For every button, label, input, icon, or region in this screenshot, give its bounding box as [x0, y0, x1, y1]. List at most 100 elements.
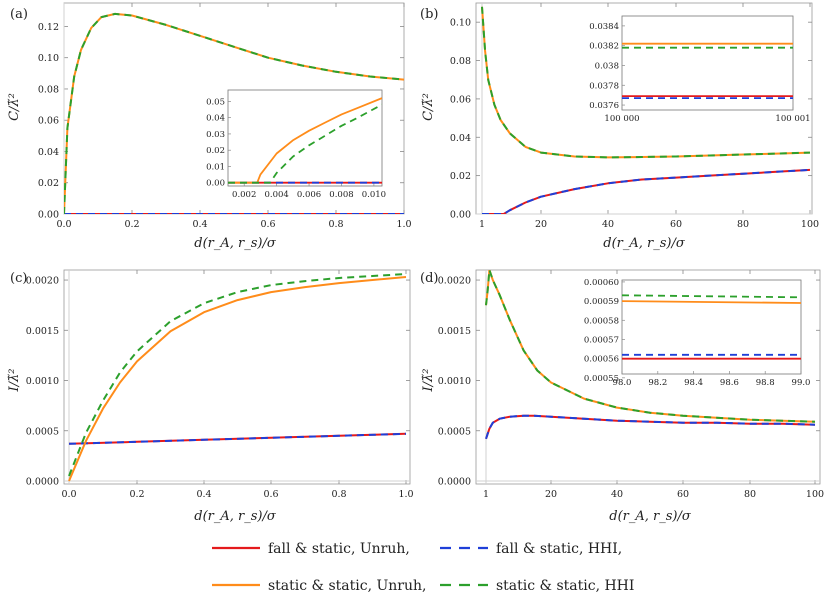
inset-frame — [621, 279, 802, 375]
x-tick-label: 1.0 — [398, 489, 413, 500]
x-tick-label: 1 — [483, 489, 489, 500]
x-tick-label: 0.4 — [192, 219, 207, 230]
y-tick-label: 0.0005 — [438, 426, 471, 437]
inset-series-static-static-hhi — [228, 103, 382, 184]
y-tick-label: 0.0000 — [26, 476, 59, 487]
inset-y-tick-label: 0.02 — [206, 146, 225, 156]
x-tick-label: 0.0 — [61, 489, 76, 500]
x-tick-label: 100 — [806, 489, 824, 500]
y-tick-label: 0.0015 — [26, 326, 59, 337]
x-axis-label: d(r_A, r_s)/σ — [609, 509, 692, 524]
inset-y-tick-label: 0.03 — [206, 130, 225, 140]
x-tick-label: 20 — [545, 489, 557, 500]
y-tick-label: 0.02 — [38, 178, 59, 189]
legend-label: static & static, HHI — [496, 578, 634, 594]
inset-x-tick-label: 98.8 — [756, 378, 775, 388]
panel-label: (c) — [10, 271, 27, 286]
inset-series-static-static-hhi — [622, 294, 801, 299]
x-tick-label: 0.2 — [124, 219, 139, 230]
inset-y-tick-label: 0.00057 — [584, 335, 619, 345]
y-axis-label: C/λ̃² — [421, 93, 436, 121]
x-tick-label: 0.8 — [331, 489, 346, 500]
main-series-fall-static-hhi — [68, 432, 407, 445]
inset-y-tick-label: 0.00 — [206, 179, 225, 189]
y-tick-label: 0.00 — [38, 210, 59, 221]
inset-series-static-static-unruh — [228, 97, 382, 184]
x-tick-label: 80 — [744, 489, 756, 500]
main-series-static-static-hhi — [64, 12, 404, 214]
y-tick-label: 0.04 — [450, 133, 471, 144]
y-tick-label: 0.10 — [450, 18, 471, 29]
x-tick-label: 1 — [479, 219, 485, 230]
y-axis-label: C/λ̃² — [7, 93, 22, 121]
legend-label: fall & static, HHI, — [496, 541, 622, 557]
inset-y-tick-label: 0.0384 — [589, 22, 619, 32]
y-tick-label: 0.06 — [450, 94, 471, 105]
x-tick-label: 40 — [602, 219, 614, 230]
y-tick-label: 0.08 — [450, 56, 471, 67]
inset-x-tick-label: 99.0 — [792, 378, 811, 388]
inset-y-tick-label: 0.00058 — [584, 316, 619, 326]
main-series-fall-static-hhi — [485, 414, 816, 440]
inset-x-tick-label: 100 000 — [604, 114, 639, 124]
inset-x-tick-label: 98.0 — [613, 378, 632, 388]
legend-label: static & static, Unruh, — [268, 578, 426, 594]
y-tick-label: 0.0005 — [26, 426, 59, 437]
inset-frame — [621, 15, 794, 111]
inset-y-tick-label: 0.00059 — [584, 297, 619, 307]
x-tick-label: 20 — [535, 219, 547, 230]
plot-frame — [63, 269, 411, 485]
x-tick-label: 60 — [677, 489, 689, 500]
main-series-static-static-hhi — [485, 270, 816, 423]
panel-label: (a) — [10, 7, 28, 22]
inset-y-tick-label: 0.0376 — [589, 101, 619, 111]
y-tick-label: 0.0010 — [438, 376, 471, 387]
x-tick-label: 80 — [737, 219, 749, 230]
inset: 100 000 100 001 0.0376 0.0378 0.038 0.0382 0.0… — [589, 15, 811, 124]
panel-d: 1 20 40 60 80 100 0.0000 0.0005 0.0010 0.0015 0.00… — [420, 269, 824, 524]
panel-label: (d) — [420, 271, 438, 286]
inset-y-tick-label: 0.04 — [206, 114, 225, 124]
main-series-static-static-hhi — [68, 273, 407, 477]
inset-x-tick-label: 0.002 — [232, 190, 256, 200]
main-series-fall-static-hhi — [482, 168, 811, 214]
inset-x-tick-label: 0.010 — [362, 190, 386, 200]
y-tick-label: 0.12 — [38, 22, 59, 33]
inset-y-tick-label: 0.05 — [206, 97, 225, 107]
inset-x-tick-label: 0.008 — [329, 190, 353, 200]
inset-x-tick-label: 0.006 — [297, 190, 321, 200]
inset-y-tick-label: 0.038 — [595, 61, 619, 71]
y-tick-label: 0.06 — [38, 116, 59, 127]
inset-y-tick-label: 0.0382 — [589, 42, 619, 52]
x-tick-label: 0.4 — [196, 489, 211, 500]
y-tick-label: 0.10 — [38, 53, 59, 64]
inset-y-tick-label: 0.00060 — [584, 278, 619, 288]
main-series-fall-static-unruh — [482, 168, 811, 214]
x-tick-label: 40 — [611, 489, 623, 500]
y-tick-label: 0.0000 — [438, 476, 471, 487]
legend: fall & static, Unruh, fall & static, HHI,… — [212, 541, 634, 594]
y-tick-label: 0.0020 — [438, 276, 471, 287]
panel-b: 1 20 40 60 80 100 0.00 0.02 0.04 0.06 0.08 0.10 d(r_… — [420, 2, 819, 251]
panel-c: 0.0 0.2 0.4 0.6 0.8 1.0 0.0000 0.0005 0.0010 0.00… — [7, 269, 414, 524]
x-tick-label: 0.8 — [328, 219, 343, 230]
inset-x-tick-label: 98.4 — [684, 378, 703, 388]
inset-x-tick-label: 98.6 — [720, 378, 739, 388]
main-series-fall-static-unruh — [485, 414, 816, 440]
inset-x-tick-label: 100 001 — [775, 114, 810, 124]
x-tick-label: 1.0 — [396, 219, 411, 230]
x-axis-label: d(r_A, r_s)/σ — [603, 236, 686, 251]
inset: 98.0 98.2 98.4 98.6 98.8 99.0 0.00055 0.00056 0.… — [584, 278, 811, 388]
y-tick-label: 0.04 — [38, 147, 59, 158]
x-axis-label: d(r_A, r_s)/σ — [194, 236, 277, 251]
inset-y-tick-label: 0.00056 — [584, 355, 619, 365]
panel-a: 0.0 0.2 0.4 0.6 0.8 1.0 0.00 0.02 0.04 0.06 0.08 0.… — [7, 2, 412, 251]
y-axis-label: I/λ̃² — [7, 369, 22, 393]
x-tick-label: 0.6 — [263, 489, 278, 500]
plot-frame — [475, 269, 821, 485]
x-axis-label: d(r_A, r_s)/σ — [194, 509, 277, 524]
inset-series-static-static-unruh — [622, 300, 801, 304]
x-tick-label: 0.0 — [56, 219, 71, 230]
main-series-static-static-unruh — [68, 276, 407, 482]
